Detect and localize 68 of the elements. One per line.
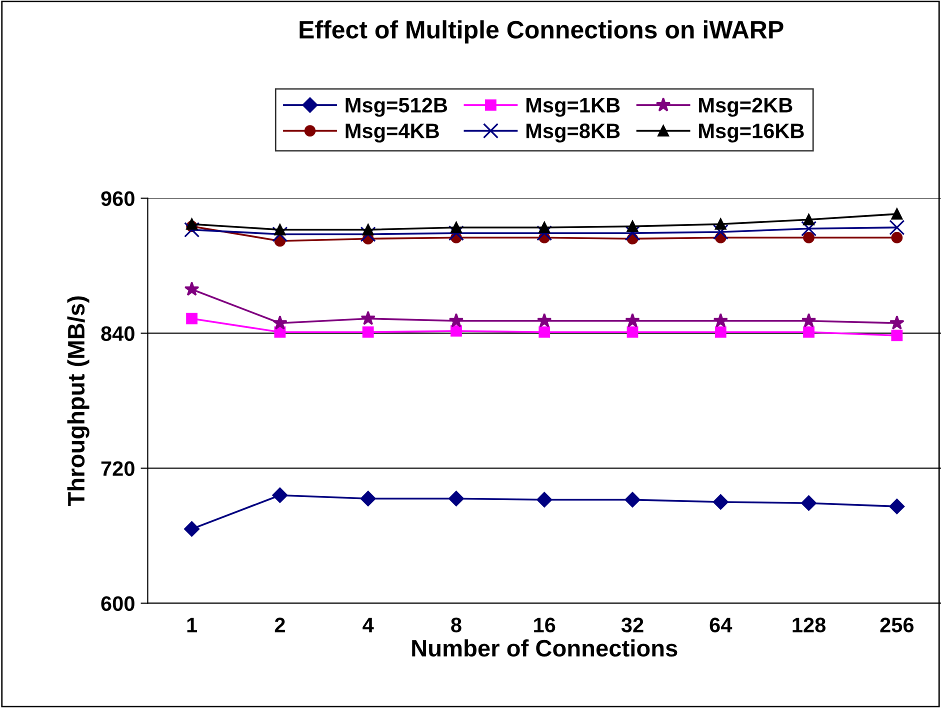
point xyxy=(184,521,200,537)
point xyxy=(801,220,817,236)
point xyxy=(450,222,462,234)
point xyxy=(712,224,728,240)
legend-label: Msg=1KB xyxy=(526,98,620,117)
point xyxy=(184,222,200,238)
legend-label: Msg=2KB xyxy=(699,98,792,117)
point xyxy=(803,214,814,226)
point xyxy=(448,313,464,328)
point xyxy=(626,326,638,338)
point xyxy=(538,222,550,234)
x-tick-label: 128 xyxy=(792,618,826,632)
point xyxy=(891,232,903,244)
point xyxy=(714,218,726,230)
point xyxy=(186,312,198,324)
x-tick-label: 256 xyxy=(880,618,914,632)
legend-label: Msg=8KB xyxy=(526,124,620,143)
point xyxy=(362,224,374,236)
point xyxy=(536,313,552,328)
point xyxy=(536,225,552,241)
legend-label: Msg=4KB xyxy=(346,124,439,143)
point xyxy=(891,330,903,342)
x-tick-label: 1 xyxy=(187,618,198,632)
point xyxy=(624,225,640,241)
x-tick-label: 16 xyxy=(534,618,556,632)
point xyxy=(360,226,376,242)
point xyxy=(626,220,638,232)
point xyxy=(360,490,376,506)
x-tick-label: 4 xyxy=(362,618,374,632)
y-tick-label: 840 xyxy=(101,326,134,341)
point xyxy=(448,225,464,241)
point xyxy=(891,208,903,220)
point xyxy=(272,226,288,242)
point xyxy=(713,313,728,328)
point xyxy=(889,220,905,236)
point xyxy=(184,282,200,296)
x-tick-label: 8 xyxy=(451,618,462,632)
point xyxy=(801,495,816,511)
point xyxy=(450,325,462,337)
point xyxy=(538,326,550,338)
point xyxy=(712,494,728,510)
x-tick-label: 2 xyxy=(274,618,285,632)
point xyxy=(801,313,816,328)
point xyxy=(272,488,288,503)
x-tick-label: 32 xyxy=(621,618,644,632)
point xyxy=(536,492,552,508)
point xyxy=(360,310,376,326)
legend-label: Msg=16KB xyxy=(699,124,804,143)
point xyxy=(803,326,814,338)
legend-label: Msg=512B xyxy=(346,98,448,117)
point xyxy=(889,315,904,330)
chart-title: Effect of Multiple Connections on iWARP xyxy=(300,20,784,44)
point xyxy=(362,326,374,338)
point xyxy=(625,313,640,328)
x-tick-label: 64 xyxy=(710,618,732,632)
point xyxy=(448,490,464,506)
point xyxy=(274,224,286,236)
point xyxy=(272,315,288,330)
y-tick-label: 720 xyxy=(101,461,134,476)
point xyxy=(186,218,198,230)
y-axis-title: Throughput (MB/s) xyxy=(67,296,90,506)
y-tick-label: 960 xyxy=(101,191,134,206)
point xyxy=(803,232,814,244)
point xyxy=(889,498,905,514)
point xyxy=(714,326,726,338)
y-tick-label: 600 xyxy=(101,596,134,611)
x-axis-title: Number of Connections xyxy=(412,639,678,657)
point xyxy=(624,492,640,508)
